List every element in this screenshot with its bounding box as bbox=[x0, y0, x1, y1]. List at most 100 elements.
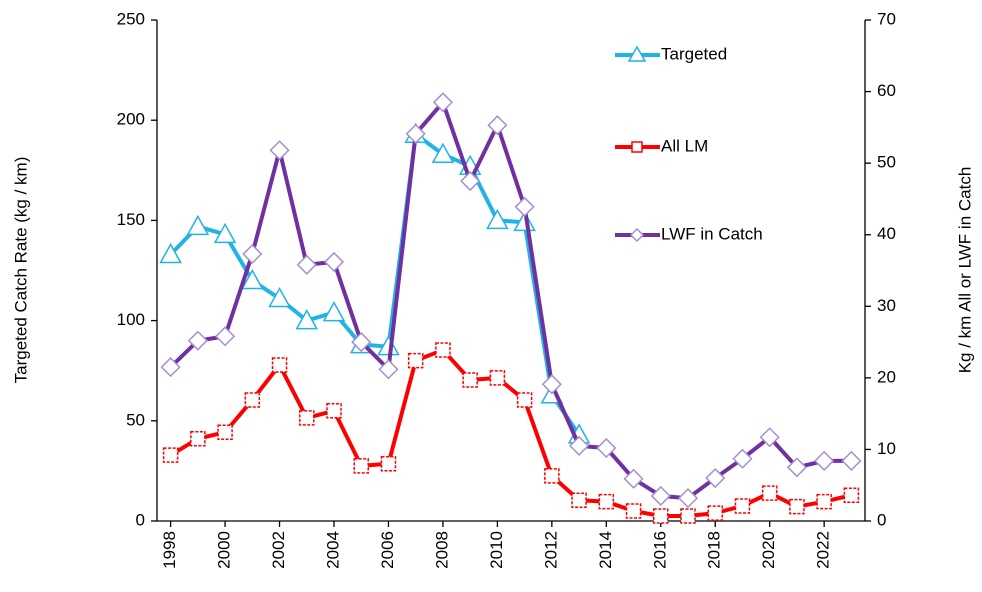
marker bbox=[571, 492, 587, 508]
marker bbox=[380, 455, 397, 472]
marker bbox=[269, 140, 290, 161]
y-tick-label: 250 bbox=[117, 9, 145, 28]
legend-label: LWF in Catch bbox=[661, 224, 763, 243]
marker bbox=[598, 493, 615, 510]
marker bbox=[786, 457, 807, 478]
marker bbox=[162, 447, 179, 463]
legend-label: All LM bbox=[661, 136, 708, 155]
marker bbox=[323, 251, 345, 272]
y2-tick-label: 30 bbox=[877, 296, 896, 315]
marker bbox=[707, 505, 723, 521]
marker bbox=[405, 123, 426, 144]
series-line bbox=[169, 347, 852, 518]
marker bbox=[190, 430, 206, 447]
marker bbox=[353, 458, 369, 474]
y-tick-label: 0 bbox=[136, 510, 145, 529]
x-tick-label: 2020 bbox=[759, 531, 778, 569]
x-tick-label: 2006 bbox=[378, 531, 397, 569]
marker bbox=[299, 410, 315, 426]
y2-tick-label: 50 bbox=[877, 153, 896, 172]
y-tick-label: 50 bbox=[126, 410, 145, 429]
marker bbox=[544, 468, 560, 484]
x-tick-label: 2000 bbox=[215, 531, 234, 569]
y-tick-label: 100 bbox=[117, 310, 145, 329]
x-tick-label: 2004 bbox=[323, 531, 342, 569]
y2-tick-label: 60 bbox=[877, 81, 896, 100]
y2-tick-label: 40 bbox=[877, 224, 896, 243]
marker bbox=[160, 357, 181, 378]
marker bbox=[705, 467, 726, 489]
x-tick-label: 2022 bbox=[814, 531, 833, 569]
marker bbox=[244, 392, 261, 408]
marker bbox=[271, 357, 288, 373]
marker bbox=[650, 485, 671, 507]
marker bbox=[732, 448, 753, 469]
marker bbox=[487, 115, 508, 136]
marker bbox=[653, 508, 669, 524]
x-tick-label: 2010 bbox=[487, 531, 506, 569]
marker bbox=[295, 309, 319, 330]
marker bbox=[351, 332, 372, 353]
marker bbox=[407, 352, 424, 369]
marker bbox=[625, 503, 642, 519]
marker bbox=[460, 170, 481, 192]
marker bbox=[489, 370, 506, 386]
marker bbox=[759, 427, 780, 448]
marker bbox=[680, 508, 696, 524]
marker bbox=[843, 487, 860, 503]
legend-marker bbox=[627, 45, 647, 62]
marker bbox=[431, 142, 455, 164]
marker bbox=[541, 374, 562, 395]
marker bbox=[462, 372, 478, 388]
marker bbox=[569, 435, 590, 456]
x-tick-label: 2012 bbox=[541, 531, 560, 569]
marker bbox=[242, 243, 263, 265]
marker bbox=[486, 208, 509, 230]
y2-tick-label: 10 bbox=[877, 439, 896, 458]
marker bbox=[814, 450, 835, 471]
x-tick-label: 1998 bbox=[160, 531, 179, 569]
marker bbox=[268, 287, 291, 308]
marker bbox=[761, 485, 778, 501]
marker bbox=[322, 301, 346, 322]
y2-tick-label: 70 bbox=[877, 9, 896, 28]
legend-label: Targeted bbox=[661, 44, 727, 63]
marker bbox=[789, 498, 805, 515]
marker bbox=[734, 498, 751, 514]
marker bbox=[513, 210, 536, 232]
series-line bbox=[169, 132, 581, 436]
marker bbox=[516, 392, 533, 408]
y-axis-title: Targeted Catch Rate (kg / km) bbox=[11, 157, 30, 384]
legend-marker bbox=[631, 141, 643, 153]
marker bbox=[326, 403, 342, 419]
marker bbox=[596, 437, 617, 459]
x-tick-label: 2018 bbox=[705, 531, 724, 569]
marker bbox=[378, 359, 399, 380]
marker bbox=[677, 488, 699, 509]
x-tick-label: 2008 bbox=[432, 531, 451, 569]
marker bbox=[514, 196, 535, 217]
marker bbox=[187, 330, 208, 351]
marker bbox=[435, 342, 451, 358]
y2-tick-label: 0 bbox=[877, 510, 886, 529]
y-tick-label: 150 bbox=[117, 210, 145, 229]
y-tick-label: 200 bbox=[117, 110, 145, 129]
y2-axis-title: Kg / km All or LWF in Catch bbox=[955, 167, 974, 374]
marker bbox=[841, 450, 862, 471]
marker bbox=[296, 254, 317, 275]
x-tick-label: 2016 bbox=[650, 531, 669, 569]
marker bbox=[623, 468, 644, 489]
legend-marker bbox=[629, 227, 645, 243]
marker bbox=[432, 92, 453, 113]
marker bbox=[215, 326, 236, 347]
marker bbox=[159, 242, 182, 264]
y2-tick-label: 20 bbox=[877, 367, 896, 386]
x-tick-label: 2014 bbox=[596, 531, 615, 569]
marker bbox=[217, 424, 233, 441]
marker bbox=[213, 222, 237, 244]
x-tick-label: 2002 bbox=[269, 531, 288, 569]
marker bbox=[186, 214, 210, 236]
marker bbox=[816, 493, 832, 510]
marker bbox=[241, 268, 264, 290]
